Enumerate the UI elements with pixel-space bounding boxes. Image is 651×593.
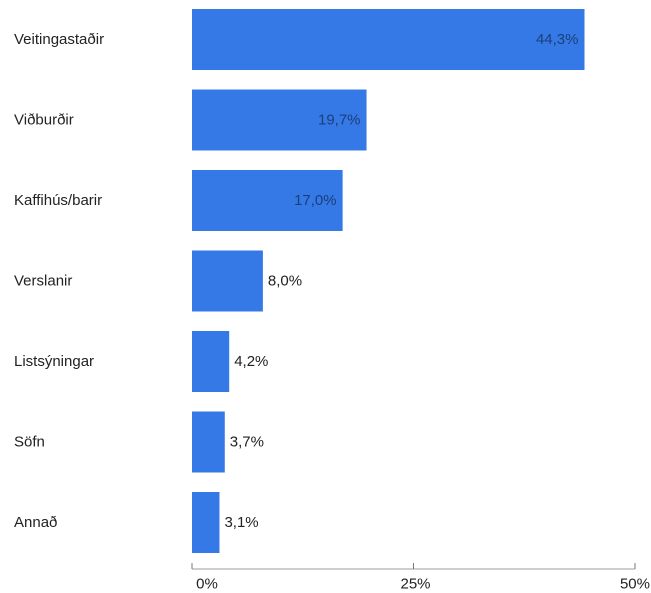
data-label-vidburdir: 19,7%	[318, 112, 361, 129]
data-label-kaffihus-barir: 17,0%	[294, 192, 337, 209]
bar-annad	[192, 492, 219, 553]
data-label-annad: 3,1%	[224, 514, 258, 531]
bar-sofn	[192, 412, 225, 473]
data-label-veitingastadir: 44,3%	[536, 31, 579, 48]
category-label-vidburdir: Viðburðir	[14, 112, 74, 129]
x-axis: 0% 25% 50%	[192, 563, 650, 593]
category-label-annad: Annað	[14, 514, 57, 531]
category-label-verslanir: Verslanir	[14, 273, 72, 290]
bars-layer	[192, 9, 584, 553]
category-label-sofn: Söfn	[14, 434, 45, 451]
data-label-verslanir: 8,0%	[268, 273, 302, 290]
category-label-veitingastadir: Veitingastaðir	[14, 31, 104, 48]
data-label-sofn: 3,7%	[230, 434, 264, 451]
bar-listsyningar	[192, 331, 229, 392]
x-tick-label: 25%	[400, 576, 430, 593]
bar-veitingastadir	[192, 9, 584, 70]
x-tick-label: 50%	[620, 576, 650, 593]
x-tick-label: 0%	[196, 576, 218, 593]
bar-verslanir	[192, 251, 263, 312]
category-label-listsyningar: Listsýningar	[14, 353, 94, 370]
data-label-listsyningar: 4,2%	[234, 353, 268, 370]
category-label-kaffihus-barir: Kaffihús/barir	[14, 192, 102, 209]
